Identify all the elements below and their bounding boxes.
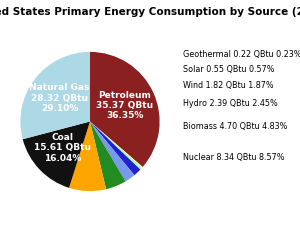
Wedge shape — [90, 122, 140, 175]
Wedge shape — [90, 122, 126, 189]
Text: United States Primary Energy Consumption by Source (2015): United States Primary Energy Consumption… — [0, 7, 300, 17]
Wedge shape — [90, 122, 143, 168]
Wedge shape — [90, 52, 160, 167]
Text: Solar 0.55 QBtu 0.57%: Solar 0.55 QBtu 0.57% — [183, 65, 274, 74]
Text: Geothermal 0.22 QBtu 0.23%: Geothermal 0.22 QBtu 0.23% — [183, 50, 300, 58]
Wedge shape — [69, 122, 106, 191]
Text: Hydro 2.39 QBtu 2.45%: Hydro 2.39 QBtu 2.45% — [183, 99, 278, 108]
Text: Nuclear 8.34 QBtu 8.57%: Nuclear 8.34 QBtu 8.57% — [183, 153, 284, 162]
Text: Biomass 4.70 QBtu 4.83%: Biomass 4.70 QBtu 4.83% — [183, 122, 287, 130]
Wedge shape — [20, 52, 90, 139]
Wedge shape — [90, 122, 134, 181]
Text: Petroleum
35.37 QBtu
36.35%: Petroleum 35.37 QBtu 36.35% — [96, 91, 153, 120]
Text: Wind 1.82 QBtu 1.87%: Wind 1.82 QBtu 1.87% — [183, 81, 274, 90]
Wedge shape — [90, 122, 142, 170]
Text: Coal
15.61 QBtu
16.04%: Coal 15.61 QBtu 16.04% — [34, 133, 91, 163]
Wedge shape — [23, 122, 90, 188]
Text: Natural Gas
28.32 QBtu
29.10%: Natural Gas 28.32 QBtu 29.10% — [29, 83, 90, 113]
